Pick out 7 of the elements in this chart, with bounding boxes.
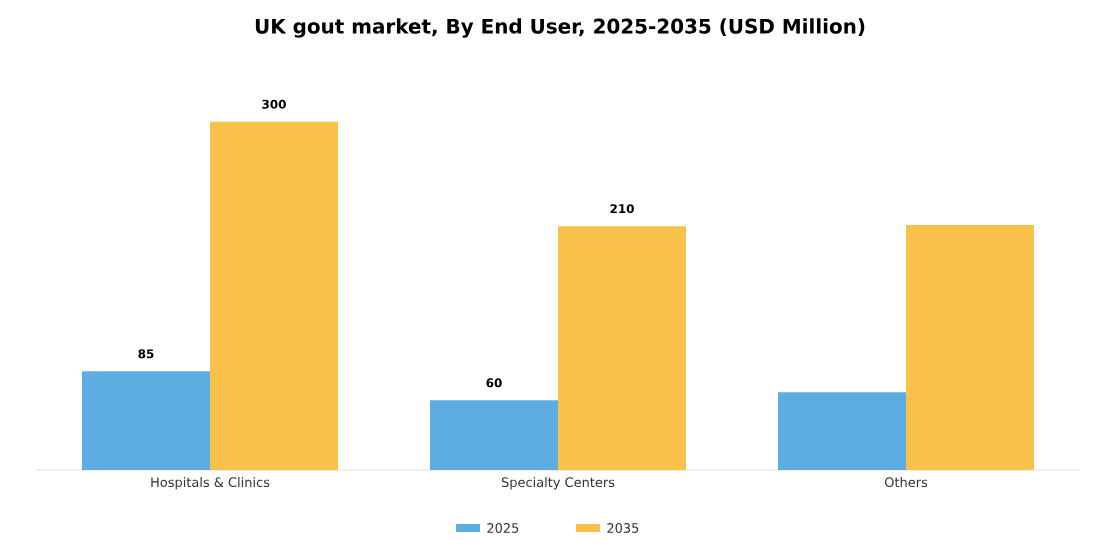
chart-title: UK gout market, By End User, 2025-2035 (USD Million) (255, 18, 865, 38)
bar (906, 225, 1035, 470)
bar (558, 226, 687, 470)
bar (778, 392, 907, 470)
bar (82, 371, 210, 470)
bar (210, 121, 338, 470)
bar (430, 400, 559, 470)
